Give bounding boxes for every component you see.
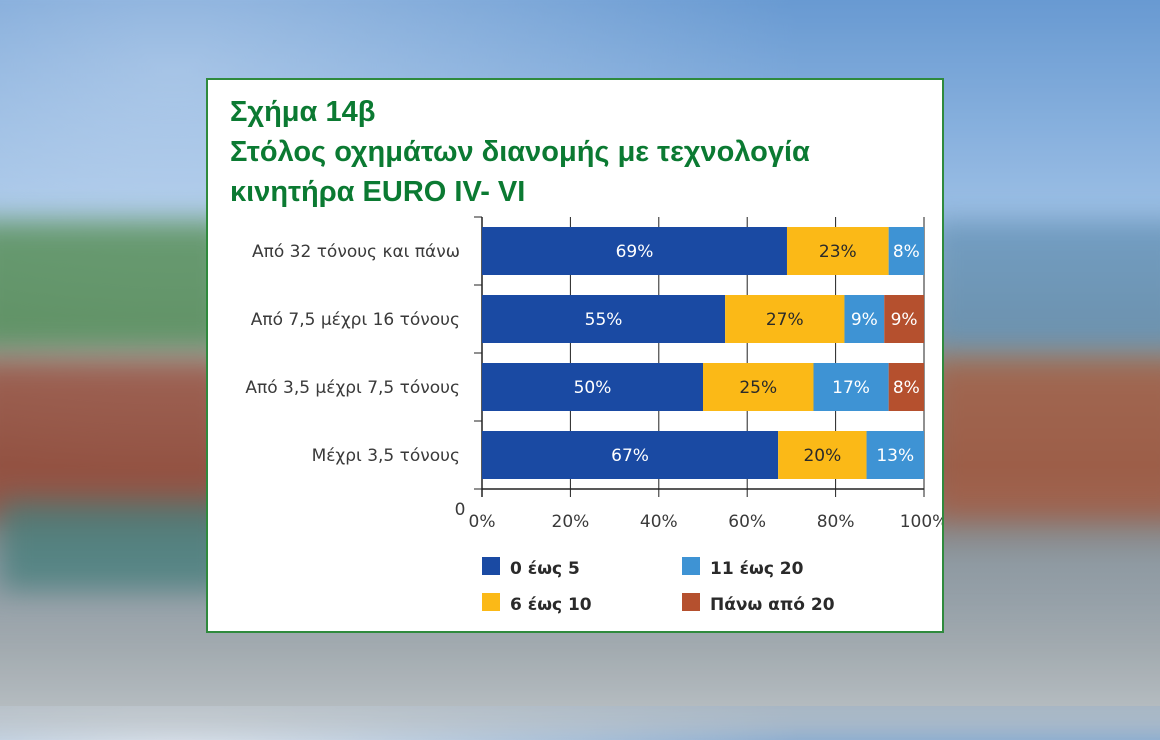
bar-segment (866, 431, 924, 479)
chart-title: Σχήμα 14β Στόλος οχημάτων διανομής με τε… (230, 92, 810, 212)
background-container-left-teal (0, 500, 230, 590)
category-label: Μέχρι 3,5 τόνους (312, 446, 460, 466)
data-label: 9% (851, 310, 878, 330)
x-tick-label: 60% (728, 512, 766, 532)
x-tick-label: 40% (640, 512, 678, 532)
legend-swatch (482, 593, 500, 611)
chart-title-line-3: κινητήρα EURO IV- VI (230, 176, 526, 208)
data-label: 23% (819, 242, 857, 262)
bar-segment (482, 431, 779, 479)
background-container-right (930, 220, 1160, 350)
background-container-left (0, 220, 230, 350)
legend-label: 11 έως 20 (710, 559, 804, 579)
legend-swatch (482, 557, 500, 575)
chart-title-line-2: Στόλος οχημάτων διανομής με τεχνολογία (230, 136, 810, 168)
data-label: 27% (766, 310, 804, 330)
bar-segment (786, 227, 889, 275)
bar-segment (778, 431, 867, 479)
chart-title-line-1: Σχήμα 14β (230, 96, 376, 128)
bar-segment (725, 295, 845, 343)
legend-label: 6 έως 10 (510, 595, 592, 615)
data-label: 55% (585, 310, 623, 330)
background-container-right-red (930, 360, 1160, 520)
legend-swatch (682, 557, 700, 575)
chart-panel: Σχήμα 14β Στόλος οχημάτων διανομής με τε… (206, 78, 944, 633)
data-label: 13% (876, 446, 914, 466)
data-label: 17% (832, 378, 870, 398)
bar-segment (482, 227, 787, 275)
x-tick-label: 100% (900, 512, 942, 532)
bar-segment (888, 227, 924, 275)
bar-segment (888, 363, 924, 411)
bar-segment (884, 295, 924, 343)
data-label: 50% (574, 378, 612, 398)
category-label: Από 7,5 μέχρι 16 τόνους (251, 310, 460, 330)
data-label: 25% (739, 378, 777, 398)
legend-label: 0 έως 5 (510, 559, 580, 579)
x-tick-label: 0% (469, 512, 496, 532)
origin-label: 0 (455, 500, 466, 520)
legend-swatch (682, 593, 700, 611)
data-label: 67% (611, 446, 649, 466)
category-label: Από 3,5 μέχρι 7,5 τόνους (245, 378, 460, 398)
stacked-bar-chart: 0% 20% 40% 60% 80% 100% 0 Από 32 τόνους και πάν… (245, 216, 942, 615)
data-label: 8% (893, 378, 920, 398)
legend-label: Πάνω από 20 (710, 595, 835, 615)
data-label: 69% (616, 242, 654, 262)
x-tick-label: 80% (817, 512, 855, 532)
bar-segment (482, 363, 703, 411)
data-label: 20% (803, 446, 841, 466)
background-container-left-red (0, 360, 230, 520)
bar-segment (813, 363, 889, 411)
background-ground (0, 620, 1160, 740)
data-label: 9% (891, 310, 918, 330)
data-label: 8% (893, 242, 920, 262)
bar-segment (844, 295, 885, 343)
bar-segment (703, 363, 814, 411)
category-label: Από 32 τόνους και πάνω (252, 242, 460, 262)
x-tick-label: 20% (552, 512, 590, 532)
bar-segment (482, 295, 726, 343)
